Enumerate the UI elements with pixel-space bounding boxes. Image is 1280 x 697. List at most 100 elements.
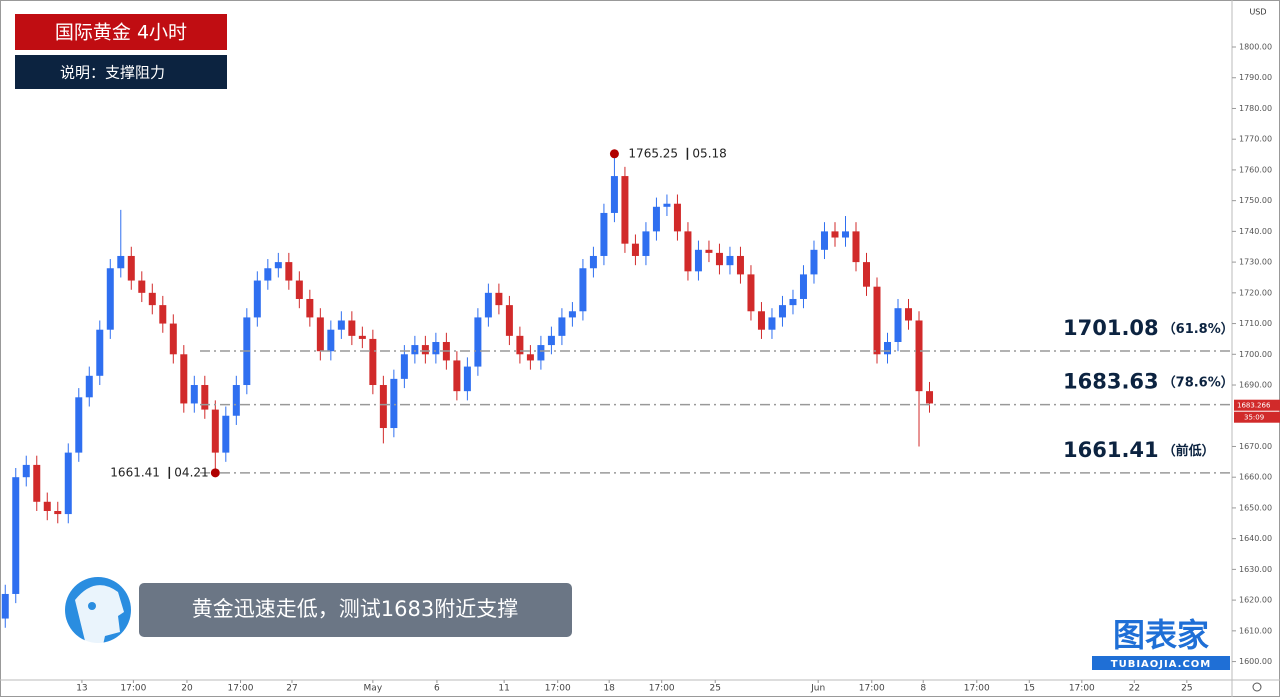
y-tick-label: 1670.00 xyxy=(1239,442,1272,451)
candle-body xyxy=(169,323,177,355)
last-price-tag xyxy=(1234,399,1280,411)
x-tick-label: 13 xyxy=(76,684,87,694)
candle-body xyxy=(43,501,51,511)
extreme-date: 04.21 xyxy=(174,465,208,479)
candle-body xyxy=(852,231,860,263)
y-tick-label: 1700.00 xyxy=(1239,350,1272,359)
candle-body xyxy=(568,311,576,318)
candle-body xyxy=(600,212,608,256)
candle-body xyxy=(295,280,303,299)
candle-body xyxy=(348,320,356,336)
y-tick-label: 1660.00 xyxy=(1239,473,1272,482)
candle-body xyxy=(190,385,198,404)
caption-icon xyxy=(65,577,131,645)
candle-body xyxy=(306,298,314,318)
subtitle-box xyxy=(15,55,227,89)
candle-body xyxy=(453,360,461,392)
brand-url-box xyxy=(1092,656,1230,670)
candle-body xyxy=(474,317,482,367)
candle-body xyxy=(358,335,366,339)
x-tick-label: 11 xyxy=(498,684,509,694)
candle-body xyxy=(558,317,566,336)
x-tick-label: Jun xyxy=(810,684,825,694)
icon-dot xyxy=(88,602,96,610)
candle-body xyxy=(337,320,345,330)
y-tick-label: 1800.00 xyxy=(1239,43,1272,52)
icon-face xyxy=(75,585,124,645)
candle-body xyxy=(810,249,818,275)
candle-body xyxy=(715,252,723,266)
candle-body xyxy=(75,397,83,453)
y-tick-label: 1640.00 xyxy=(1239,534,1272,543)
y-tick-label: 1780.00 xyxy=(1239,104,1272,113)
y-tick-label: 1770.00 xyxy=(1239,135,1272,144)
x-tick-label: 27 xyxy=(286,684,297,694)
currency: USD xyxy=(1249,8,1266,17)
countdown: 35:09 xyxy=(1244,414,1264,422)
candle-body xyxy=(926,391,934,404)
level-note: （78.6%） xyxy=(1163,374,1234,390)
candle-body xyxy=(85,375,93,398)
extreme-point xyxy=(609,149,619,159)
candle-body xyxy=(547,335,555,346)
settings-icon[interactable] xyxy=(1252,682,1262,692)
candle-body xyxy=(663,203,671,207)
x-tick-label: 18 xyxy=(603,684,615,694)
candle-body xyxy=(274,262,282,269)
candle-body xyxy=(642,231,650,256)
candle-body xyxy=(432,341,440,355)
x-tick-label: 6 xyxy=(434,684,440,694)
candle-body xyxy=(127,255,135,281)
x-tick-label: 17:00 xyxy=(649,684,675,694)
candle-body xyxy=(22,464,30,478)
y-tick-label: 1690.00 xyxy=(1239,381,1272,390)
candle-body xyxy=(201,385,209,410)
candle-body xyxy=(106,268,114,330)
countdown-tag xyxy=(1234,411,1280,423)
title-box xyxy=(15,14,227,50)
x-tick-label: 17:00 xyxy=(545,684,571,694)
y-tick-label: 1750.00 xyxy=(1239,196,1272,205)
x-tick-label: 22 xyxy=(1129,684,1140,694)
candle-body xyxy=(799,274,807,299)
candle-body xyxy=(12,477,20,594)
x-tick-label: 17:00 xyxy=(120,684,146,694)
candle-body xyxy=(96,329,104,376)
candle-body xyxy=(411,345,419,355)
candle-body xyxy=(915,320,923,392)
y-tick-label: 1790.00 xyxy=(1239,73,1272,82)
y-tick-label: 1600.00 xyxy=(1239,657,1272,666)
x-tick-label: 25 xyxy=(1181,684,1192,694)
candle-body xyxy=(516,335,524,355)
candle-body xyxy=(736,255,744,275)
candle-body xyxy=(747,274,755,312)
x-tick-label: 20 xyxy=(181,684,193,694)
candle-body xyxy=(768,317,776,330)
y-tick-label: 1730.00 xyxy=(1239,258,1272,267)
candle-body xyxy=(884,341,892,355)
candle-body xyxy=(148,292,156,306)
level-note: （61.8%） xyxy=(1163,320,1234,336)
x-tick-label: 25 xyxy=(710,684,721,694)
candle-body xyxy=(379,385,387,429)
candle-body xyxy=(621,176,629,244)
candle-body xyxy=(316,317,324,352)
x-tick-label: 17:00 xyxy=(228,684,254,694)
candle-body xyxy=(537,345,545,361)
candle-body xyxy=(726,255,734,266)
candle-body xyxy=(652,206,660,232)
candle-body xyxy=(222,415,230,453)
candle-body xyxy=(841,231,849,238)
candle-body xyxy=(905,308,913,321)
level-note: （前低） xyxy=(1163,442,1215,458)
y-tick-label: 1720.00 xyxy=(1239,288,1272,297)
candle-body xyxy=(232,385,240,416)
extreme-date: 05.18 xyxy=(692,146,726,160)
y-tick-label: 1610.00 xyxy=(1239,626,1272,635)
candle-body xyxy=(421,345,429,355)
candle-body xyxy=(831,231,839,238)
level-label: 1683.63 （78.6%） xyxy=(1063,370,1234,394)
candle-body xyxy=(579,268,587,312)
candle-body xyxy=(894,308,902,342)
candle-body xyxy=(505,305,513,336)
